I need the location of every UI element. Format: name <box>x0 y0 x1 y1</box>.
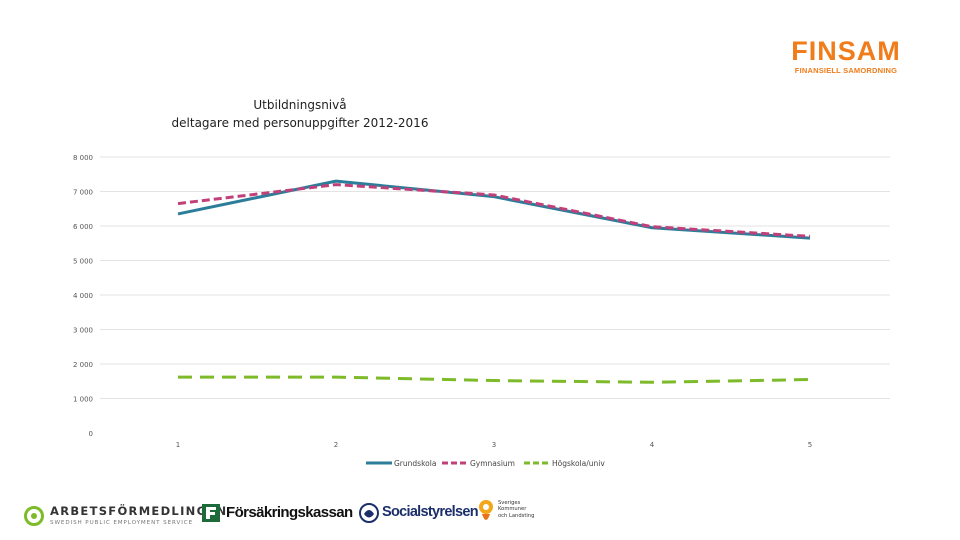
legend-label: Gymnasium <box>470 459 515 468</box>
skl-text: Sveriges Kommuner och Landsting <box>498 500 558 519</box>
x-tick-label: 1 <box>176 441 180 449</box>
footer-logos: ARBETSFÖRMEDLINGEN SWEDISH PUBLIC EMPLOY… <box>0 490 960 540</box>
finsam-logo-name: FINSAM <box>791 36 901 66</box>
y-tick-label: 5 000 <box>73 258 93 266</box>
chart-title-line-2: deltagare med personuppgifter 2012-2016 <box>171 116 429 130</box>
x-tick-label: 4 <box>650 441 655 449</box>
series-line-gymnasium <box>177 183 811 238</box>
y-tick-label: 0 <box>89 430 93 438</box>
arbetsformedlingen-subtitle: SWEDISH PUBLIC EMPLOYMENT SERVICE <box>50 520 194 526</box>
x-tick-label: 2 <box>334 441 338 449</box>
skl-text-line-3: och Landsting <box>498 512 535 519</box>
y-tick-label: 3 000 <box>73 327 93 335</box>
y-tick-label: 4 000 <box>73 292 93 300</box>
finsam-logo: FINSAM FINANSIELL SAMORDNING <box>784 36 908 76</box>
chart-title-line-1: Utbildningsnivå <box>253 98 347 112</box>
chart-title: Utbildningsnivå deltagare med personuppg… <box>150 96 450 132</box>
y-tick-label: 6 000 <box>73 223 93 231</box>
legend-label: Grundskola <box>394 459 436 468</box>
skl-mark-icon <box>479 500 493 520</box>
forsakringskassan-mark-icon <box>202 504 220 522</box>
arbetsformedlingen-mark-icon <box>24 506 44 526</box>
socialstyrelsen-name: Socialstyrelsen <box>382 504 479 520</box>
forsakringskassan-name: Försäkringskassan <box>226 504 353 521</box>
legend-label: Högskola/univ <box>552 459 605 468</box>
y-tick-label: 7 000 <box>73 189 93 197</box>
finsam-logo-tagline: FINANSIELL SAMORDNING <box>794 66 898 75</box>
series-line-h-gskola-univ <box>178 375 811 384</box>
socialstyrelsen-crest-icon <box>359 503 379 523</box>
x-tick-label: 3 <box>492 441 496 449</box>
line-chart: 0 1 000 2 000 3 000 4 000 5 000 6 000 7 000 8 00… <box>73 154 890 468</box>
skl-text-line-1: Sveriges <box>498 500 521 506</box>
y-tick-label: 2 000 <box>73 361 93 369</box>
skl-text-line-2: Kommuner <box>498 506 527 513</box>
arbetsformedlingen-name: ARBETSFÖRMEDLINGEN <box>50 504 228 518</box>
y-tick-label: 1 000 <box>73 396 93 404</box>
y-tick-label: 8 000 <box>73 154 93 162</box>
x-tick-label: 5 <box>808 441 812 449</box>
